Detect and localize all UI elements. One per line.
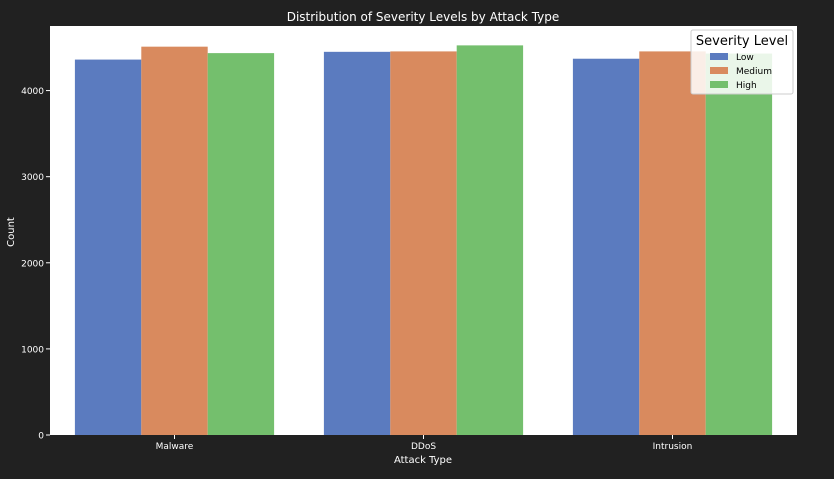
x-tick-label: Malware xyxy=(156,442,194,452)
legend-swatch-low xyxy=(710,53,728,60)
bar-low-ddos xyxy=(323,51,391,436)
legend-swatch-medium xyxy=(710,67,728,74)
bar-low-intrusion xyxy=(572,58,640,435)
y-tick-label: 3000 xyxy=(21,173,44,183)
bar-medium-intrusion xyxy=(639,51,706,435)
bar-low-malware xyxy=(74,59,142,435)
y-tick-label: 1000 xyxy=(21,345,44,355)
legend-title: Severity Level xyxy=(696,34,788,49)
legend-swatch-high xyxy=(710,81,728,88)
x-tick-label: Intrusion xyxy=(653,442,693,452)
x-tick-label: DDoS xyxy=(411,442,436,452)
y-tick-label: 0 xyxy=(38,432,44,442)
y-axis-label: Count xyxy=(6,217,17,247)
x-axis-label: Attack Type xyxy=(394,455,452,466)
legend-items: Low Medium High xyxy=(710,53,772,91)
x-axis: Malware DDoS Intrusion xyxy=(156,435,693,452)
legend-label-low: Low xyxy=(736,53,754,63)
chart-title: Distribution of Severity Levels by Attac… xyxy=(287,10,560,24)
y-tick-label: 2000 xyxy=(21,259,44,269)
legend-box xyxy=(690,29,794,95)
bar-medium-malware xyxy=(141,46,208,436)
bar-high-intrusion xyxy=(705,53,773,436)
legend-label-high: High xyxy=(736,81,757,91)
bar-high-malware xyxy=(207,53,275,435)
legend-label-medium: Medium xyxy=(736,67,772,77)
y-tick-label: 4000 xyxy=(21,87,44,97)
legend: Severity Level Low Medium High xyxy=(690,29,794,95)
bar-high-ddos xyxy=(456,45,524,435)
y-axis: 0 1000 2000 3000 4000 xyxy=(21,87,50,442)
bars xyxy=(74,45,773,436)
bar-medium-ddos xyxy=(390,51,457,435)
